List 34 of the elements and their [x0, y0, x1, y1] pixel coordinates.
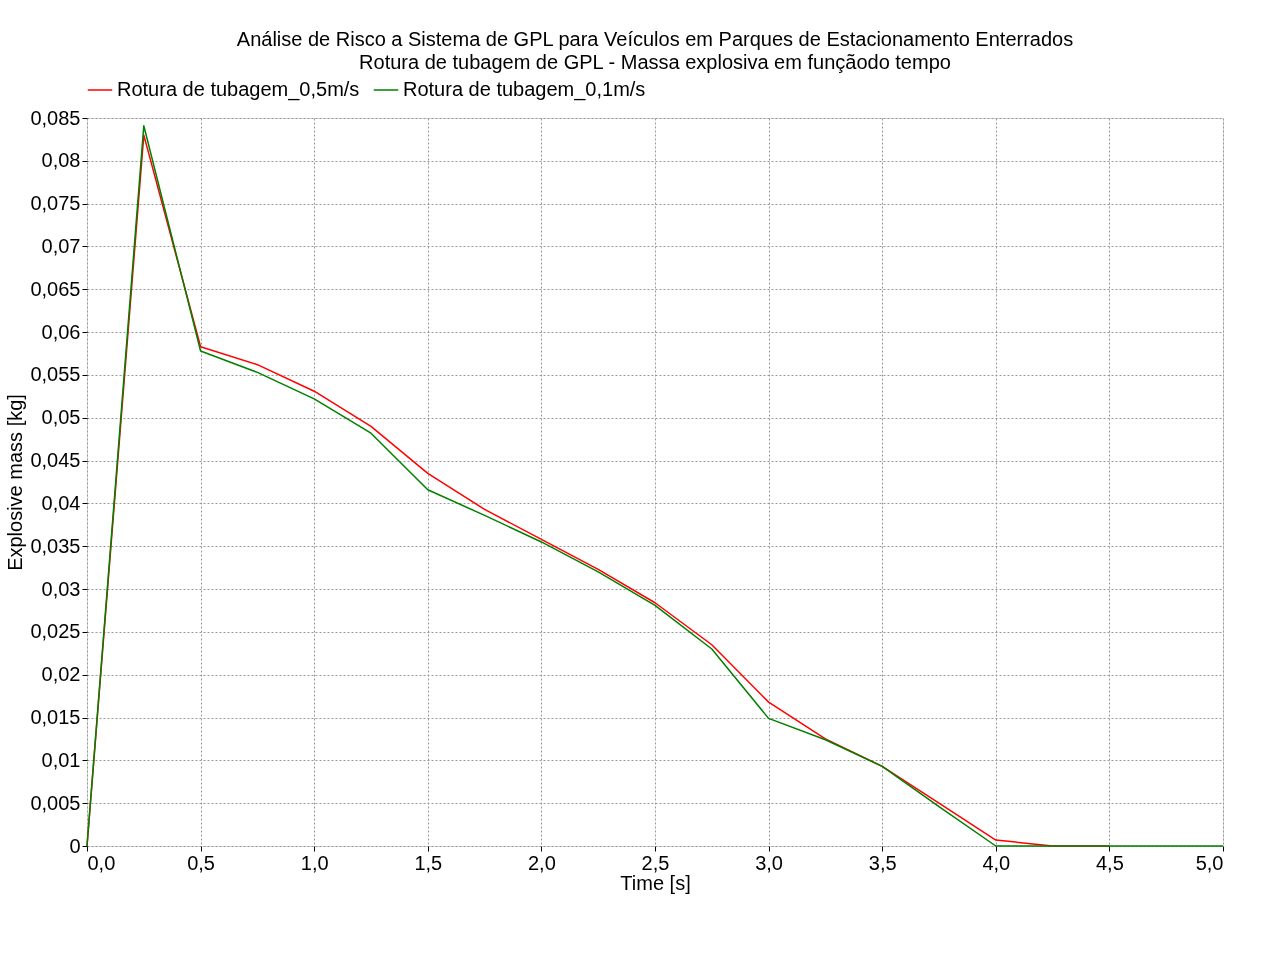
y-tick-label: 0,05	[41, 406, 81, 429]
x-tick-label: 2,0	[527, 851, 556, 874]
x-tick-label: 0,5	[187, 851, 216, 874]
legend-label: Rotura de tubagem_0,1m/s	[403, 78, 646, 101]
x-tick-label: 5,0	[1195, 851, 1224, 874]
x-tick-label: 4,5	[1095, 851, 1124, 874]
x-tick-label: 1,5	[414, 851, 443, 874]
y-tick-label: 0,08	[41, 149, 81, 172]
x-tick-label: 2,5	[641, 851, 670, 874]
y-tick-label: 0,045	[30, 449, 81, 472]
y-tick-label: 0,055	[30, 363, 81, 386]
x-tick-label: 0,0	[87, 851, 116, 874]
y-tick-label: 0,015	[30, 706, 81, 729]
y-tick-label: 0,04	[41, 491, 81, 514]
y-tick-label: 0	[69, 834, 81, 857]
x-tick-label: 1,0	[300, 851, 329, 874]
y-tick-label: 0,02	[41, 663, 81, 686]
y-tick-label: 0,075	[30, 192, 81, 215]
y-axis-title: Explosive mass [kg]	[4, 394, 27, 571]
y-tick-label: 0,065	[30, 277, 81, 300]
y-tick-label: 0,03	[41, 577, 81, 600]
chart-title: Análise de Risco a Sistema de GPL para Veículos em Parques de Estacionamento Enterrados	[236, 28, 1074, 50]
x-tick-label: 3,5	[868, 851, 897, 874]
y-tick-label: 0,07	[41, 234, 81, 257]
x-tick-label: 3,0	[755, 851, 784, 874]
x-tick-label: 4,0	[982, 851, 1011, 874]
y-tick-label: 0,005	[30, 791, 81, 814]
chart-subtitle: Rotura de tubagem de GPL - Massa explosiva em funçãodo tempo	[359, 51, 951, 73]
y-tick-label: 0,035	[30, 534, 81, 557]
y-tick-label: 0,01	[41, 748, 81, 771]
y-tick-label: 0,025	[30, 620, 81, 643]
legend-label: Rotura de tubagem_0,5m/s	[117, 78, 360, 101]
y-tick-label: 0,06	[41, 320, 81, 343]
y-tick-label: 0,085	[30, 106, 81, 129]
